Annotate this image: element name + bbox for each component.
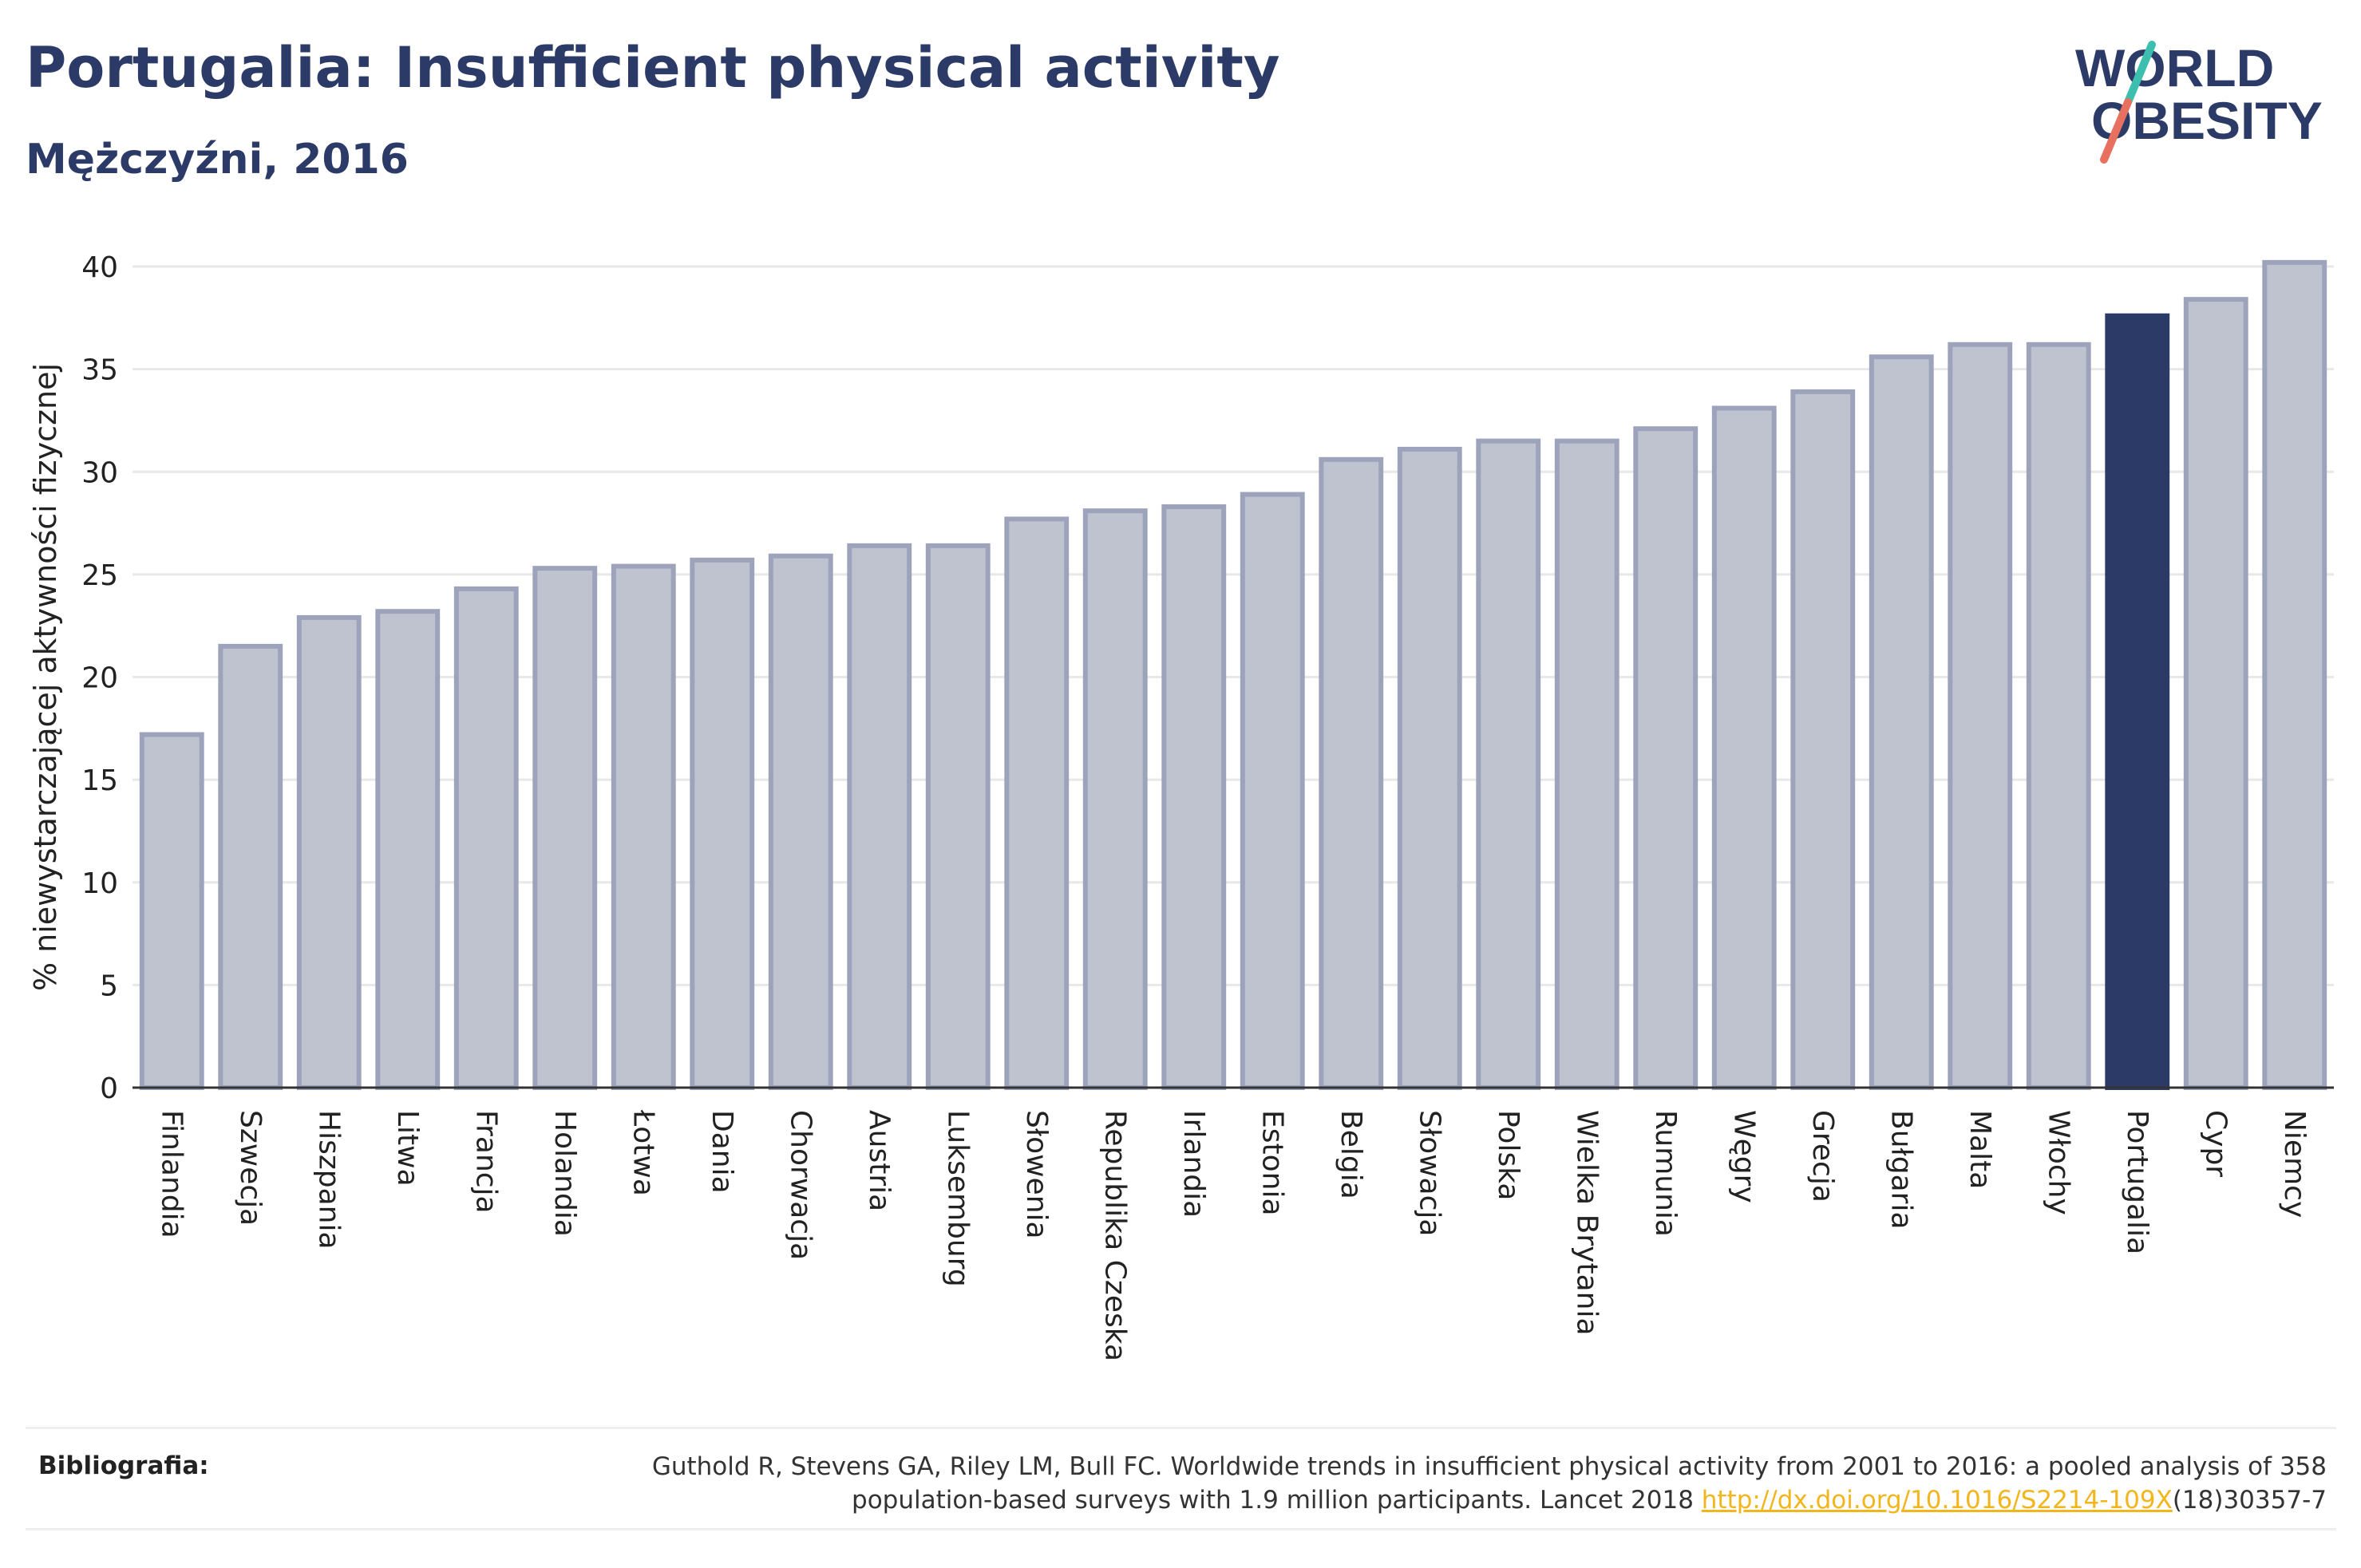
x-tick-label: Łotwa [627, 1109, 659, 1196]
reference-label: Bibliografia: [38, 1451, 209, 1480]
x-tick-label: Cypr [2199, 1110, 2232, 1177]
y-axis-label: % niewystarczającej aktywności fizycznej [28, 363, 63, 991]
x-tick-label: Belgia [1335, 1110, 1367, 1199]
bar-grecja [1790, 389, 1856, 1090]
y-tick-label: 35 [81, 354, 118, 387]
y-tick-label: 30 [81, 456, 118, 489]
x-tick-label: Rumunia [1649, 1110, 1682, 1237]
x-tick-label: Hiszpania [312, 1110, 345, 1250]
bar-finlandia [139, 732, 204, 1091]
y-tick-label: 5 [100, 970, 118, 1002]
bar-cypr [2183, 297, 2248, 1091]
bar-polska [1476, 438, 1541, 1090]
bar-portugalia [2105, 313, 2170, 1090]
bar-chorwacja [768, 553, 833, 1090]
x-tick-labels: Finlandia Szwecja Hiszpania Litwa Francja Hol… [155, 1109, 2311, 1361]
y-tick-label: 40 [81, 251, 118, 284]
x-tick-label: Bułgaria [1884, 1110, 1917, 1230]
x-tick-label: Finlandia [155, 1110, 188, 1238]
bar-irlandia [1161, 504, 1227, 1090]
bar-słowacja [1397, 446, 1462, 1090]
x-tick-label: Polska [1492, 1110, 1525, 1200]
reference-line1: Guthold R, Stevens GA, Riley LM, Bull FC… [651, 1452, 2327, 1481]
reference-doi-link[interactable]: http://dx.doi.org/10.1016/S2214-109X [1701, 1486, 2173, 1515]
bar-słowenia [1004, 516, 1070, 1090]
x-tick-label: Niemcy [2278, 1110, 2311, 1218]
x-tick-label: Słowacja [1413, 1110, 1445, 1236]
x-tick-label: Wielka Brytania [1570, 1110, 1603, 1336]
y-tick-labels: 0 5 10 15 20 25 30 35 40 [81, 251, 118, 1105]
reference-line2-end: (18)30357-7 [2172, 1486, 2327, 1515]
bar-rumunia [1633, 426, 1699, 1090]
y-tick-label: 15 [81, 764, 118, 797]
logo-slash-teal [2124, 41, 2156, 106]
bars [139, 259, 2327, 1091]
x-tick-label: Portugalia [2121, 1110, 2153, 1254]
y-tick-label: 20 [81, 662, 118, 695]
x-tick-label: Litwa [391, 1110, 424, 1187]
reference-line2: population-based surveys with 1.9 millio… [852, 1486, 1702, 1515]
chart-subtitle: Mężczyźni, 2016 [26, 136, 409, 184]
bar-łotwa [611, 563, 676, 1090]
bar-węgry [1711, 405, 1777, 1090]
bar-bułgaria [1869, 354, 1934, 1090]
logo-line1: WORLD [2075, 38, 2274, 97]
x-tick-label: Malta [1964, 1110, 1996, 1189]
bar-włochy [2026, 342, 2091, 1090]
bar-francja [453, 586, 519, 1090]
bar-austria [847, 543, 912, 1090]
x-tick-label: Węgry [1727, 1110, 1760, 1203]
x-tick-label: Grecja [1806, 1110, 1839, 1203]
reference-text: Guthold R, Stevens GA, Riley LM, Bull FC… [491, 1450, 2327, 1517]
x-tick-label: Holandia [548, 1110, 581, 1237]
bar-litwa [375, 609, 441, 1090]
bar-luksemburg [925, 543, 991, 1090]
logo-slash-coral [2100, 98, 2132, 164]
x-tick-label: Estonia [1256, 1110, 1288, 1216]
x-tick-label: Irlandia [1177, 1110, 1210, 1218]
bar-niemcy [2262, 259, 2327, 1091]
x-tick-label: Austria [863, 1110, 896, 1211]
x-tick-label: Chorwacja [784, 1110, 817, 1260]
bar-estonia [1240, 492, 1305, 1090]
bar-malta [1948, 342, 2013, 1090]
bar-belgia [1319, 456, 1384, 1090]
y-tick-label: 0 [100, 1072, 118, 1105]
reference-box: Bibliografia: Guthold R, Stevens GA, Ril… [26, 1427, 2336, 1530]
chart-title: Portugalia: Insufficient physical activi… [26, 35, 1280, 101]
bar-dania [690, 557, 755, 1090]
x-tick-label: Słowenia [1020, 1110, 1053, 1239]
x-tick-label: Włochy [2042, 1110, 2074, 1215]
x-tick-label: Szwecja [234, 1110, 267, 1226]
y-tick-label: 10 [81, 867, 118, 900]
y-tick-label: 25 [81, 559, 118, 592]
x-tick-label: Francja [469, 1110, 502, 1214]
bar-wielka-brytania [1554, 438, 1619, 1090]
bar-chart: 0 5 10 15 20 25 30 35 40 Finlandia Szwecja Hiszpan… [28, 251, 2334, 1361]
x-tick-label: Dania [706, 1110, 738, 1194]
world-obesity-logo: WORLD OBESITY [2075, 38, 2323, 164]
x-tick-label: Republika Czeska [1098, 1110, 1131, 1361]
bar-republika-czeska [1082, 508, 1148, 1090]
bar-szwecja [218, 643, 283, 1090]
bar-hiszpania [296, 614, 362, 1090]
x-tick-label: Luksemburg [941, 1110, 974, 1287]
bar-holandia [532, 566, 598, 1090]
